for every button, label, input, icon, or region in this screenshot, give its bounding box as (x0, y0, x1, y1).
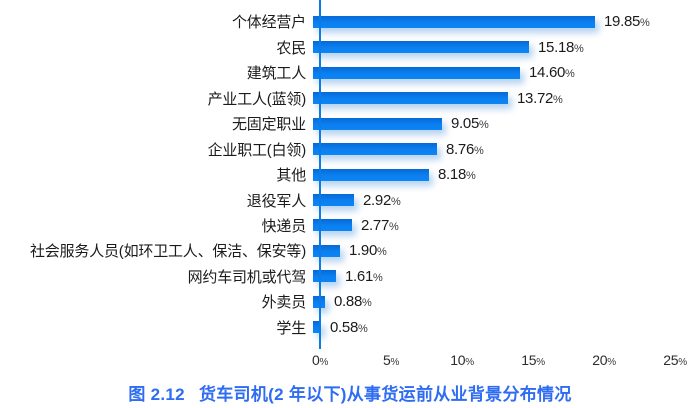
bar-row: 退役军人 2.92% (0, 187, 700, 212)
bar-row: 网约车司机或代驾 1.61% (0, 264, 700, 289)
bar-row: 产业工人(蓝领) 13.72% (0, 85, 700, 110)
bar (313, 143, 437, 156)
bar (313, 41, 529, 54)
bar (313, 117, 442, 130)
bar (313, 321, 321, 334)
value-label: 1.90% (349, 242, 387, 260)
figure-caption: 图 2.12 货车司机(2 年以下)从事货运前从业背景分布情况 (0, 380, 700, 405)
x-tick-label: 15% (521, 352, 545, 368)
bar-row: 社会服务人员(如环卫工人、保洁、保安等) 1.90% (0, 238, 700, 263)
value-label: 0.58% (330, 318, 368, 336)
x-axis: 0% 5% 10% 15% 20% 25% (0, 352, 700, 370)
bar-row: 无固定职业 9.05% (0, 111, 700, 136)
x-tick-label: 10% (450, 352, 474, 368)
bar (313, 270, 336, 283)
category-label: 外卖员 (261, 294, 307, 312)
value-label: 13.72% (517, 89, 563, 107)
value-label: 15.18% (538, 38, 584, 56)
value-label: 1.61% (345, 267, 383, 285)
bar (313, 194, 354, 207)
bar-row: 个体经营户 19.85% (0, 9, 700, 34)
bar (313, 15, 595, 28)
category-label: 企业职工(白领) (207, 141, 307, 159)
category-label: 学生 (276, 319, 306, 337)
bar-row: 其他 8.18% (0, 162, 700, 187)
value-label: 8.18% (438, 166, 476, 184)
value-label: 19.85% (604, 13, 650, 31)
category-label: 产业工人(蓝领) (207, 90, 307, 108)
x-tick-label: 5% (382, 352, 400, 368)
category-label: 网约车司机或代驾 (187, 268, 307, 286)
bar-row: 外卖员 0.88% (0, 289, 700, 314)
bar-row: 建筑工人 14.60% (0, 60, 700, 85)
bar (313, 244, 340, 257)
category-label: 无固定职业 (231, 116, 306, 134)
bar-row: 快递员 2.77% (0, 213, 700, 238)
category-label: 退役军人 (246, 192, 306, 210)
value-label: 2.77% (361, 216, 399, 234)
bar (313, 92, 508, 105)
x-tick-label: 20% (592, 352, 616, 368)
y-axis-line (319, 0, 321, 349)
x-tick-label: 25% (663, 352, 687, 368)
category-label: 农民 (276, 39, 306, 57)
category-label: 个体经营户 (231, 14, 306, 32)
category-label: 建筑工人 (246, 65, 306, 83)
category-label: 其他 (276, 167, 306, 185)
value-label: 9.05% (451, 115, 489, 133)
value-label: 2.92% (363, 191, 401, 209)
bar-row: 农民 15.18% (0, 34, 700, 59)
value-label: 14.60% (529, 64, 575, 82)
x-tick-label: 0% (311, 352, 329, 368)
category-label: 快递员 (261, 217, 307, 235)
bar (313, 66, 520, 79)
bar (313, 168, 429, 181)
bar (313, 219, 352, 232)
bar-rows: 个体经营户 19.85% 农民 15.18% 建筑工人 14.60% 产业工人(蓝领) 13.… (0, 9, 700, 340)
category-label: 社会服务人员(如环卫工人、保洁、保安等) (30, 243, 306, 261)
value-label: 8.76% (446, 140, 484, 158)
figure-number: 图 2.12 (128, 385, 185, 404)
value-label: 0.88% (334, 293, 372, 311)
figure-title: 货车司机(2 年以下)从事货运前从业背景分布情况 (198, 385, 572, 404)
bar-row: 学生 0.58% (0, 315, 700, 340)
bar-row: 企业职工(白领) 8.76% (0, 136, 700, 161)
